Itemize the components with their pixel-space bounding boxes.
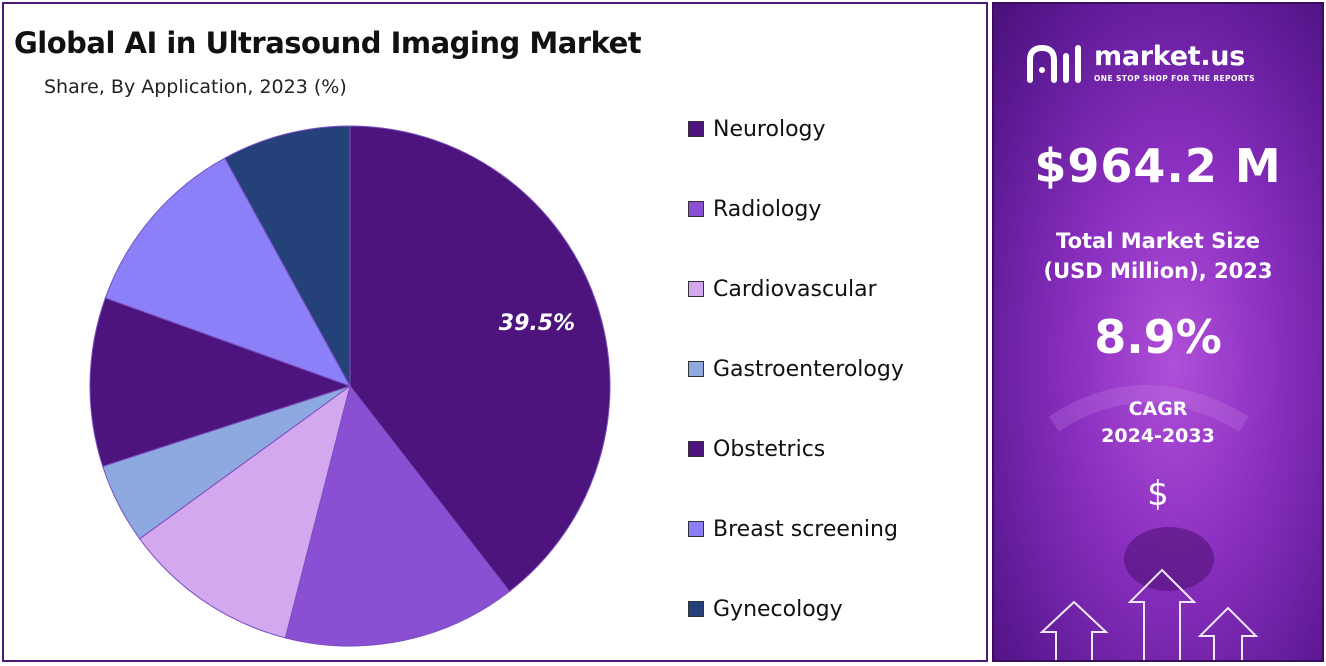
cagr-label-line2: 2024-2033: [1101, 425, 1215, 447]
legend-item-obstetrics: Obstetrics: [688, 434, 825, 464]
summary-panel: market.us ONE STOP SHOP FOR THE REPORTS …: [992, 2, 1324, 662]
legend-swatch: [688, 521, 704, 537]
brand-logo-row: market.us ONE STOP SHOP FOR THE REPORTS: [1024, 42, 1255, 86]
legend-swatch: [688, 281, 704, 297]
legend-item-gynecology: Gynecology: [688, 594, 843, 624]
pie-slice-neurology: [349, 125, 611, 593]
legend-label: Breast screening: [713, 516, 898, 542]
chart-title: Global AI in Ultrasound Imaging Market: [14, 26, 642, 60]
growth-arrows-icon: [1039, 568, 1259, 660]
cagr-value: 8.9%: [1094, 310, 1222, 364]
cagr-label-line1: CAGR: [1128, 398, 1188, 420]
pie-slice-cardiovascular: [138, 384, 351, 639]
legend-swatch: [688, 601, 704, 617]
pie-slice-gynecology: [224, 125, 351, 387]
legend-item-breast-screening: Breast screening: [688, 514, 898, 544]
legend-label: Radiology: [713, 196, 822, 222]
market-us-logo-icon: [1027, 44, 1081, 83]
legend-item-radiology: Radiology: [688, 194, 821, 224]
brand-text: market.us ONE STOP SHOP FOR THE REPORTS: [1094, 41, 1255, 84]
legend-label: Obstetrics: [713, 436, 826, 462]
chart-panel: Global AI in Ultrasound Imaging Market S…: [2, 2, 988, 662]
dollar-icon: $: [1147, 474, 1169, 514]
legend-swatch: [688, 121, 704, 137]
legend-label: Cardiovascular: [713, 276, 877, 302]
market-size-label: Total Market Size (USD Million), 2023: [994, 226, 1322, 286]
brand-tagline: ONE STOP SHOP FOR THE REPORTS: [1094, 74, 1255, 83]
legend-label: Gynecology: [713, 596, 843, 622]
legend-item-cardiovascular: Cardiovascular: [688, 274, 877, 304]
pie-data-label-neurology: 39.5%: [499, 311, 575, 336]
brand-name: market.us: [1094, 41, 1245, 72]
legend-item-gastroenterology: Gastroenterology: [688, 354, 904, 384]
background-decoration: [1049, 385, 1249, 591]
legend-swatch: [688, 201, 704, 217]
legend-swatch: [688, 441, 704, 457]
legend-label: Neurology: [713, 116, 826, 142]
market-size-label-line1: Total Market Size: [1056, 229, 1260, 253]
pie-slice-breast-screening: [104, 157, 352, 387]
pie-chart: 39.5%: [89, 125, 611, 647]
market-size-label-line2: (USD Million), 2023: [1043, 259, 1273, 283]
pie-slice-obstetrics: [89, 297, 352, 467]
legend-swatch: [688, 361, 704, 377]
legend-item-neurology: Neurology: [688, 114, 826, 144]
pie-slice-radiology: [284, 384, 511, 647]
legend-label: Gastroenterology: [713, 356, 904, 382]
chart-subtitle: Share, By Application, 2023 (%): [44, 76, 347, 98]
cagr-label: CAGR 2024-2033: [994, 396, 1322, 450]
market-size-value: $964.2 M: [1034, 139, 1282, 193]
